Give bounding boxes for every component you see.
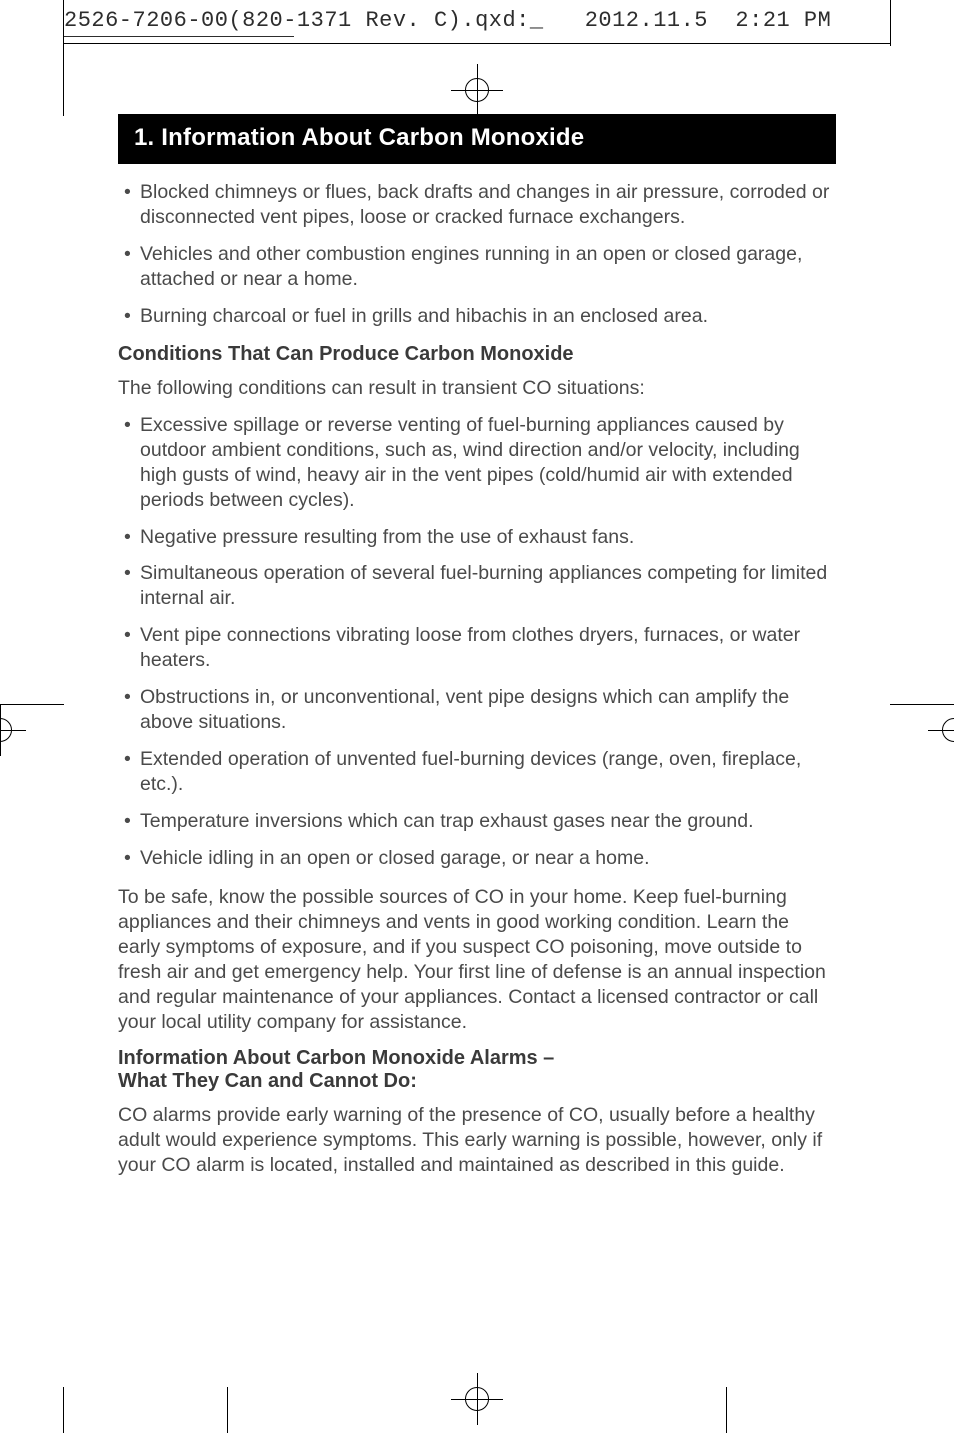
section-title: 1. Information About Carbon Monoxide <box>134 124 584 151</box>
list-item: Excessive spillage or reverse venting of… <box>118 413 836 513</box>
safety-paragraph: To be safe, know the possible sources of… <box>118 885 836 1035</box>
crop-mark <box>227 1387 228 1433</box>
section-heading: 1. Information About Carbon Monoxide <box>118 114 836 164</box>
content-area: 1. Information About Carbon Monoxide Blo… <box>64 44 890 1230</box>
registration-mark-icon <box>928 704 954 756</box>
conditions-bullet-list: Excessive spillage or reverse venting of… <box>118 413 836 871</box>
list-item: Negative pressure resulting from the use… <box>118 525 836 550</box>
list-item: Blocked chimneys or flues, back drafts a… <box>118 180 836 230</box>
list-item: Obstructions in, or unconventional, vent… <box>118 685 836 735</box>
registration-mark-icon <box>0 704 26 756</box>
subheading-conditions: Conditions That Can Produce Carbon Monox… <box>118 343 836 366</box>
page-body: 1. Information About Carbon Monoxide Blo… <box>0 44 954 1230</box>
proof-date: 2012.11.5 <box>585 8 708 33</box>
proof-filename: 2526-7206-00(820-1371 Rev. C).qxd:_ <box>64 8 544 33</box>
list-item: Vehicles and other combustion engines ru… <box>118 242 836 292</box>
crop-mark <box>890 0 891 46</box>
intro-bullet-list: Blocked chimneys or flues, back drafts a… <box>118 180 836 329</box>
subheading-alarms-line2: What They Can and Cannot Do: <box>118 1070 836 1093</box>
lead-paragraph: The following conditions can result in t… <box>118 376 836 401</box>
list-item: Burning charcoal or fuel in grills and h… <box>118 304 836 329</box>
proof-time: 2:21 PM <box>735 8 831 33</box>
list-item: Temperature inversions which can trap ex… <box>118 809 836 834</box>
crop-mark <box>63 0 64 46</box>
proof-header: 2526-7206-00(820-1371 Rev. C).qxd:_ 2012… <box>0 0 954 37</box>
crop-mark <box>63 1387 64 1433</box>
list-item: Extended operation of unvented fuel-burn… <box>118 747 836 797</box>
subheading-alarms-line1: Information About Carbon Monoxide Alarms… <box>118 1047 836 1070</box>
alarms-paragraph: CO alarms provide early warning of the p… <box>118 1103 836 1178</box>
crop-mark <box>726 1387 727 1433</box>
list-item: Simultaneous operation of several fuel-b… <box>118 561 836 611</box>
list-item: Vent pipe connections vibrating loose fr… <box>118 623 836 673</box>
header-rule <box>64 36 294 37</box>
print-proof-page: 2526-7206-00(820-1371 Rev. C).qxd:_ 2012… <box>0 0 954 1433</box>
list-item: Vehicle idling in an open or closed gara… <box>118 846 836 871</box>
registration-mark-icon <box>451 1373 503 1425</box>
